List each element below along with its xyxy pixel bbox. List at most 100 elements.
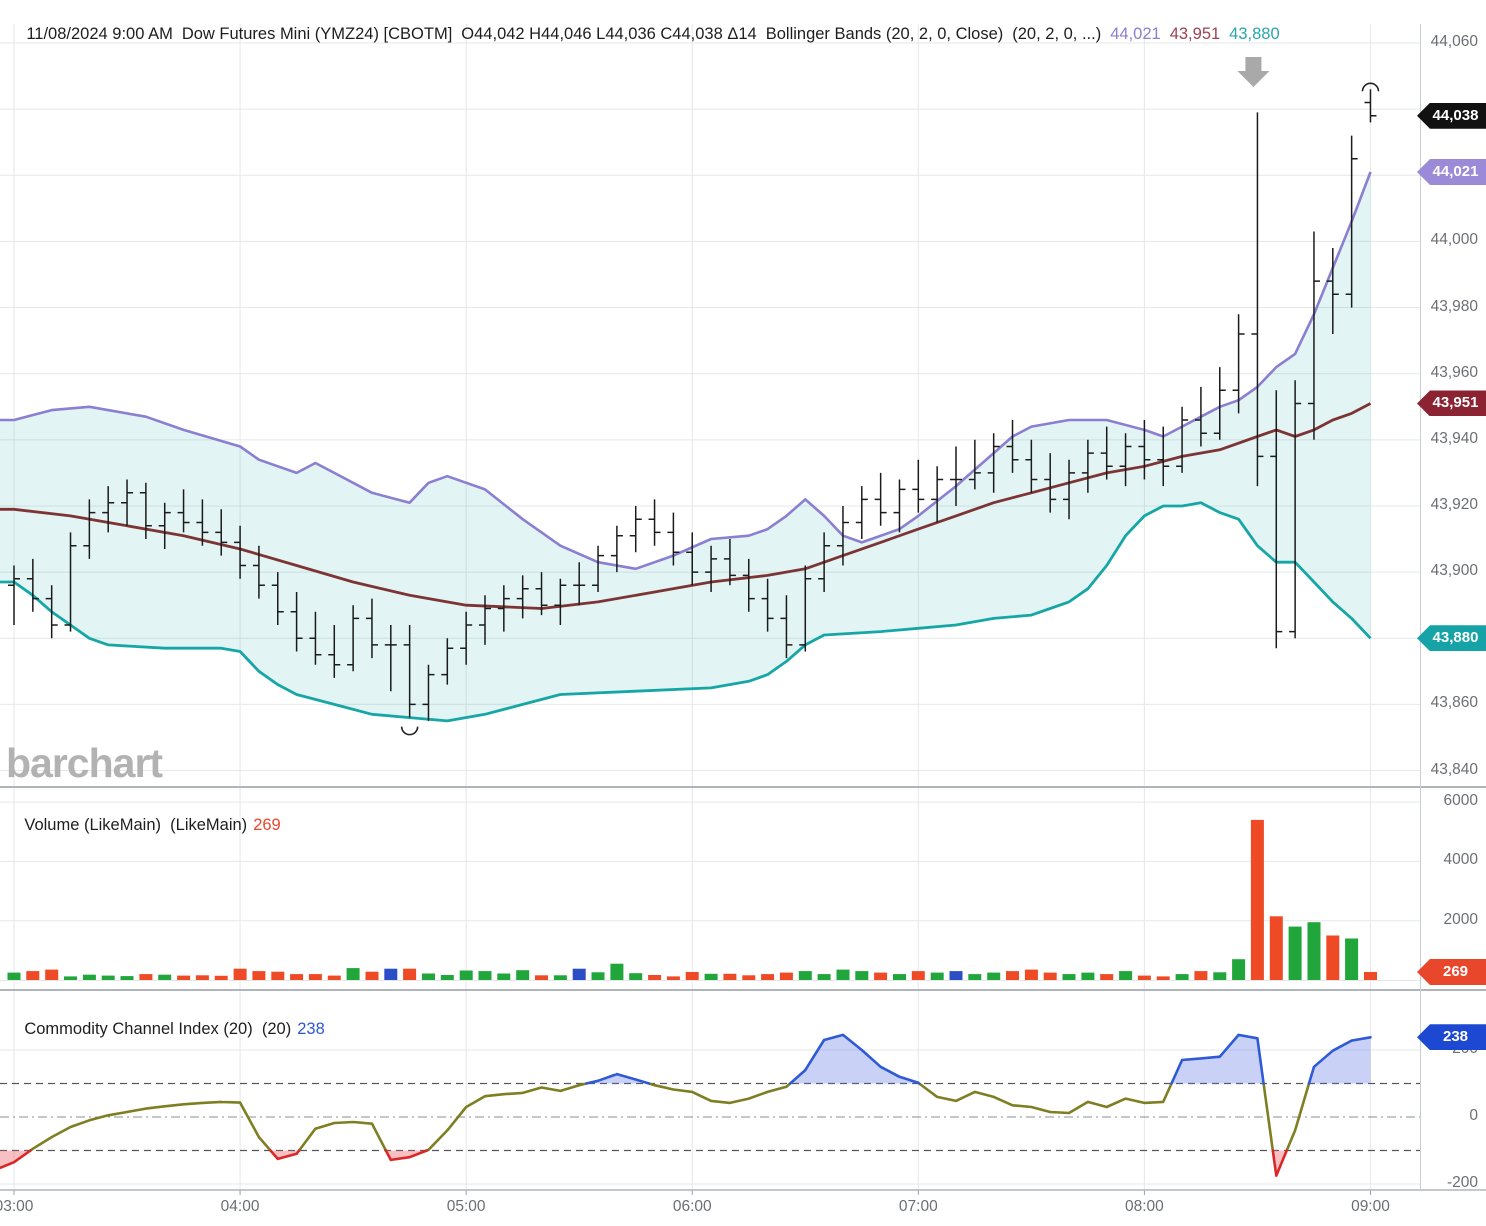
volume-bar bbox=[648, 975, 662, 980]
ohlc-bar bbox=[196, 499, 209, 546]
volume-bar bbox=[1364, 972, 1377, 980]
ohlc-bar bbox=[1251, 112, 1264, 487]
ohlc-bar bbox=[403, 625, 416, 718]
time-axis-tick-label: 07:00 bbox=[898, 1198, 938, 1215]
volume-bar bbox=[610, 963, 624, 980]
ohlc-bar bbox=[1025, 439, 1038, 493]
volume-bar bbox=[459, 970, 473, 980]
ohlc-bar bbox=[497, 585, 510, 632]
volume-bar bbox=[82, 974, 96, 980]
ohlc-bar bbox=[931, 466, 944, 523]
ohlc-bar bbox=[874, 472, 887, 526]
volume-bar bbox=[1081, 972, 1095, 980]
panel-frame bbox=[0, 24, 1486, 1191]
volume-bar bbox=[553, 975, 567, 980]
ohlc-bar bbox=[592, 545, 605, 592]
volume-bar bbox=[271, 971, 285, 980]
volume-bar bbox=[798, 971, 812, 980]
ohlc-bar bbox=[139, 482, 152, 539]
ohlc-bar bbox=[893, 479, 906, 533]
volume-bar bbox=[101, 975, 115, 980]
volume-bar bbox=[1288, 926, 1302, 980]
ohlc-bar bbox=[1307, 231, 1320, 440]
header-ohlc: O44,042 H44,046 L44,036 C44,038 Δ14 bbox=[461, 25, 757, 43]
ohlc-bar bbox=[1364, 89, 1377, 123]
price-axis-tick-label: 43,980 bbox=[1430, 297, 1478, 315]
volume-bars bbox=[7, 819, 1377, 980]
time-axis-tick-label: 09:00 bbox=[1351, 1198, 1390, 1215]
ohlc-bar bbox=[968, 439, 981, 490]
ohlc-bar bbox=[723, 539, 736, 586]
volume-bar bbox=[1175, 974, 1189, 980]
volume-bar bbox=[195, 975, 209, 980]
volume-bar bbox=[1345, 938, 1359, 980]
ohlc-bar bbox=[912, 459, 925, 513]
header-study-params[interactable]: (20, 2, 0, ...) bbox=[1012, 25, 1102, 43]
ohlc-bar bbox=[1326, 248, 1339, 334]
volume-bar bbox=[120, 976, 134, 980]
volume-bar bbox=[949, 971, 963, 980]
volume-axis-tick-label: 6000 bbox=[1443, 792, 1478, 810]
bollinger-upper-band-line bbox=[0, 171, 1372, 571]
volume-pane-label[interactable]: Volume (LikeMain) (LikeMain) 269 bbox=[6, 797, 281, 854]
ohlc-bar bbox=[987, 433, 1000, 493]
gridlines bbox=[0, 24, 1420, 1195]
volume-bar bbox=[1269, 916, 1283, 980]
ohlc-bar bbox=[705, 545, 718, 592]
volume-bar bbox=[723, 973, 737, 980]
volume-bar bbox=[1307, 922, 1321, 980]
ohlc-bar bbox=[215, 509, 228, 556]
axis-badge-238: 238 bbox=[1417, 1024, 1486, 1051]
ohlc-bar bbox=[102, 486, 115, 533]
volume-bar bbox=[629, 973, 643, 980]
ohlc-bar bbox=[252, 545, 265, 599]
volume-current-value: 269 bbox=[253, 816, 281, 834]
ohlc-bar bbox=[384, 625, 397, 692]
gray-down-arrow-annotation bbox=[1237, 57, 1270, 87]
volume-bar bbox=[930, 972, 944, 980]
ohlc-bar bbox=[328, 625, 341, 678]
time-axis-tick-label: 04:00 bbox=[220, 1198, 260, 1215]
ohlc-bar bbox=[83, 499, 96, 559]
volume-bar bbox=[290, 974, 304, 980]
volume-bar bbox=[346, 968, 360, 980]
cci-line-oversold bbox=[0, 1149, 1288, 1177]
ohlc-bar bbox=[648, 499, 661, 546]
ohlc-bar bbox=[441, 638, 454, 685]
volume-bar bbox=[591, 972, 605, 980]
ohlc-bar bbox=[347, 605, 360, 672]
volume-bar bbox=[139, 974, 153, 980]
volume-bar bbox=[308, 974, 322, 980]
ohlc-bar bbox=[1081, 439, 1094, 493]
price-axis-tick-label: 43,920 bbox=[1430, 495, 1478, 513]
ohlc-bar bbox=[64, 532, 77, 632]
cci-overbought-fill bbox=[1171, 1034, 1264, 1084]
ohlc-bar bbox=[535, 572, 548, 616]
axis-badge-269: 269 bbox=[1417, 959, 1486, 986]
ohlc-bar bbox=[26, 558, 39, 612]
ohlc-bar bbox=[667, 512, 680, 566]
header-study-label[interactable]: Bollinger Bands (20, 2, 0, Close) bbox=[765, 25, 1004, 43]
time-axis-tick-label: 06:00 bbox=[672, 1198, 712, 1215]
ohlc-bar bbox=[8, 565, 20, 625]
ohlc-bar bbox=[1100, 426, 1113, 480]
ohlc-bar bbox=[1119, 433, 1132, 487]
volume-bar bbox=[365, 971, 379, 980]
price-axis-tick-label: 43,940 bbox=[1430, 429, 1478, 447]
price-axis-tick-label: 43,900 bbox=[1430, 562, 1478, 580]
volume-bar bbox=[478, 971, 492, 980]
ohlc-bar bbox=[855, 486, 868, 539]
volume-bar bbox=[1119, 971, 1133, 980]
volume-bar bbox=[893, 974, 906, 980]
cci-pane-label[interactable]: Commodity Channel Index (20) (20) 238 bbox=[6, 1001, 324, 1058]
ohlc-bar bbox=[1232, 314, 1245, 414]
ohlc-bar bbox=[573, 562, 586, 606]
volume-bar bbox=[26, 971, 40, 980]
time-axis-tick-label: 05:00 bbox=[446, 1198, 486, 1215]
cci-overbought-fill bbox=[586, 1074, 649, 1084]
ohlc-bar bbox=[686, 532, 699, 586]
volume-bar bbox=[252, 971, 266, 980]
ohlc-bar bbox=[554, 578, 567, 625]
volume-bar bbox=[233, 968, 247, 980]
